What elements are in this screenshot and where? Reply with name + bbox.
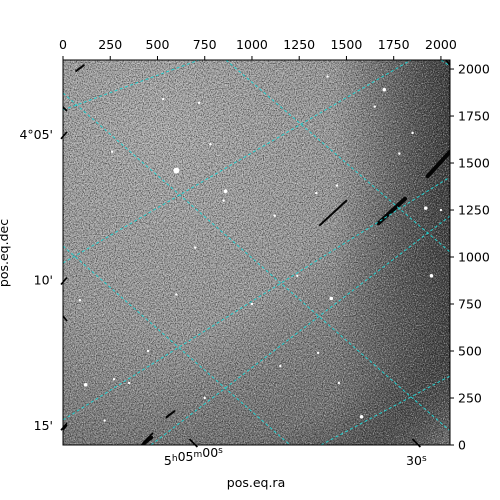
ra-tick-mark (188, 438, 198, 448)
dec-axis-left: 4°05' 10' 15' (19, 127, 68, 433)
star (173, 167, 180, 174)
grid-line (63, 60, 200, 111)
star (103, 419, 106, 422)
star (439, 208, 443, 212)
plot-frame (62, 59, 451, 446)
grid-line (63, 176, 450, 421)
y-tick-label: 1750 (458, 109, 490, 124)
star (146, 349, 150, 353)
y-tick-label: 500 (458, 344, 482, 359)
star (337, 381, 341, 385)
star (175, 293, 178, 296)
star (83, 383, 88, 387)
star (197, 101, 201, 105)
dec-tick-mark (60, 422, 68, 431)
ra-tick-mark (411, 438, 421, 448)
star (316, 351, 320, 355)
star (373, 105, 376, 108)
ra-tick-label: 5h05m00s (164, 445, 223, 468)
wcs-tick-mark (445, 59, 451, 66)
wcs-tick-mark (62, 424, 68, 431)
satellite-streaks (75, 64, 450, 445)
star (194, 246, 197, 249)
star (209, 143, 212, 146)
y-tick-label: 250 (458, 391, 482, 406)
star (273, 214, 276, 217)
star-field (78, 75, 443, 422)
ra-axis-bottom: 5h05m00s 30s (62, 59, 451, 468)
grid-line (63, 60, 412, 264)
pixel-x-axis-top: 0 250 500 750 1000 1250 1500 1750 2000 (59, 37, 457, 60)
x-tick-label: 1000 (236, 37, 268, 52)
dec-tick-label: 15' (34, 418, 53, 433)
x-axis-title: pos.eq.ra (227, 475, 285, 490)
star (315, 191, 318, 195)
grid-line (320, 375, 450, 445)
star (279, 364, 282, 368)
star (203, 396, 206, 400)
streak (75, 64, 85, 72)
wcs-tick-mark (165, 413, 171, 419)
streak (425, 149, 450, 179)
y-tick-label: 1500 (458, 156, 490, 171)
star (326, 75, 329, 78)
y-tick-label: 1250 (458, 203, 490, 218)
dec-tick-label: 4°05' (19, 127, 53, 142)
star (335, 184, 339, 187)
y-tick-label: 750 (458, 297, 482, 312)
streak (140, 435, 154, 445)
grid-line (63, 92, 450, 431)
x-tick-label: 250 (98, 37, 122, 52)
x-tick-label: 0 (59, 37, 67, 52)
star (250, 302, 254, 306)
x-tick-label: 500 (146, 37, 170, 52)
x-tick-label: 1500 (331, 37, 363, 52)
star (223, 189, 228, 194)
grid-line (440, 60, 450, 67)
pixel-y-axis-right: 0 250 500 750 1000 1250 1500 1750 2000 (450, 62, 490, 453)
grid-line (63, 245, 291, 445)
dec-tick-label: 10' (34, 273, 53, 288)
star (359, 415, 364, 419)
x-tick-label: 2000 (425, 37, 457, 52)
sky-image (63, 60, 450, 445)
dec-tick-mark (60, 131, 68, 140)
dec-tick-mark (60, 276, 68, 286)
star (222, 199, 225, 202)
x-tick-label: 750 (193, 37, 217, 52)
coordinate-grid (63, 60, 450, 445)
grid-line (150, 215, 450, 445)
y-axis-title: pos.eq.dec (0, 219, 11, 287)
star (127, 381, 131, 385)
y-tick-label: 2000 (458, 62, 490, 77)
star (161, 97, 165, 101)
star (296, 274, 299, 278)
x-tick-label: 1250 (283, 37, 315, 52)
star (112, 378, 116, 381)
star (110, 150, 114, 153)
streak (318, 199, 348, 227)
star (411, 131, 414, 135)
star (382, 87, 387, 92)
y-tick-label: 0 (458, 438, 466, 453)
streak (376, 196, 408, 226)
star (429, 274, 434, 278)
wcs-tick-mark (62, 315, 68, 322)
star (398, 152, 401, 155)
star (424, 206, 428, 210)
ra-tick-label: 30s (406, 453, 427, 468)
x-tick-label: 1750 (378, 37, 410, 52)
star (329, 296, 334, 301)
y-tick-label: 1000 (458, 250, 490, 265)
star (78, 299, 82, 302)
wcs-tick-mark (62, 106, 68, 112)
wcs-tick-mark (142, 432, 154, 444)
